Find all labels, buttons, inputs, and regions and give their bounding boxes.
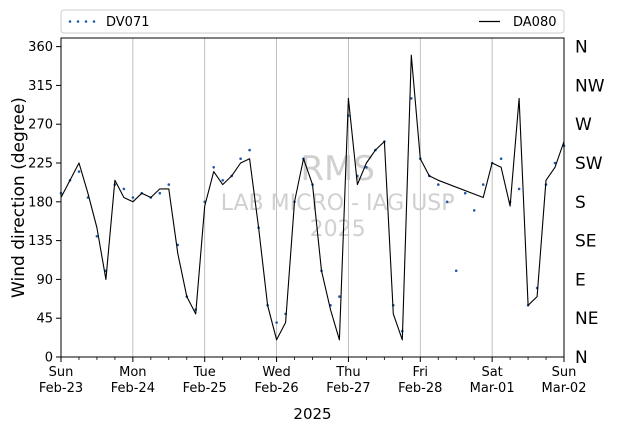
y-tick-label: 270 bbox=[28, 118, 53, 133]
series-line-da080 bbox=[60, 54, 565, 341]
legend-marker-dotted bbox=[68, 20, 72, 23]
data-point-dv071 bbox=[131, 196, 135, 199]
x-tick-label-day: Fri bbox=[413, 365, 429, 380]
watermark-line-2: LAB MICRO - IAG USP bbox=[221, 191, 455, 216]
x-tick-label-day: Sat bbox=[481, 365, 502, 380]
x-axis-title: 2025 bbox=[293, 405, 331, 423]
data-point-dv071 bbox=[338, 295, 341, 298]
data-point-dv071 bbox=[275, 321, 278, 324]
x-tick-label-date: Feb-23 bbox=[39, 381, 83, 396]
data-point-dv071 bbox=[410, 97, 413, 100]
compass-label: NW bbox=[575, 76, 605, 96]
legend-marker-dotted bbox=[84, 20, 88, 23]
x-tick-label-date: Feb-26 bbox=[254, 381, 298, 396]
x-tick-label-date: Feb-27 bbox=[326, 381, 370, 396]
y-tick-label: 360 bbox=[28, 40, 53, 55]
y-tick-label: 135 bbox=[28, 234, 53, 249]
legend-box bbox=[60, 9, 565, 34]
data-point-dv071 bbox=[553, 161, 557, 165]
data-point-dv071 bbox=[122, 187, 126, 191]
data-point-dv071 bbox=[95, 235, 99, 238]
x-tick-label-day: Wed bbox=[262, 365, 290, 380]
x-tick-label-day: Mon bbox=[119, 365, 146, 380]
compass-label: W bbox=[575, 115, 592, 135]
compass-label: NE bbox=[575, 309, 598, 329]
y-tick-label: 45 bbox=[36, 312, 53, 327]
data-point-dv071 bbox=[221, 179, 224, 182]
legend: DV071 DA080 bbox=[60, 9, 565, 34]
compass-label: N bbox=[575, 348, 588, 368]
compass-label: N bbox=[575, 38, 588, 58]
x-tick-label-day: Sun bbox=[49, 365, 74, 380]
legend-label: DA080 bbox=[513, 15, 557, 30]
data-point-dv071 bbox=[445, 200, 449, 204]
data-point-dv071 bbox=[248, 148, 251, 152]
data-point-dv071 bbox=[77, 170, 81, 173]
data-point-dv071 bbox=[437, 183, 440, 186]
data-point-dv071 bbox=[365, 166, 368, 169]
x-tick-label-date: Feb-25 bbox=[183, 381, 227, 396]
data-point-dv071 bbox=[158, 191, 162, 195]
y-tick-label: 225 bbox=[28, 157, 53, 172]
x-tick-label-date: Mar-01 bbox=[470, 381, 515, 396]
data-point-dv071 bbox=[472, 209, 476, 212]
y-tick-label: 315 bbox=[28, 79, 53, 94]
y-axis-title: Wind direction (degree) bbox=[9, 97, 29, 298]
legend-marker-dotted bbox=[76, 20, 80, 23]
data-point-dv071 bbox=[454, 269, 458, 273]
watermark-line-1: RMS bbox=[300, 149, 375, 189]
watermark-line-3: 2025 bbox=[310, 217, 366, 242]
data-point-dv071 bbox=[463, 191, 467, 195]
x-tick-label-day: Tue bbox=[193, 365, 216, 380]
compass-label: E bbox=[575, 270, 586, 290]
x-tick-label-day: Thu bbox=[335, 365, 360, 380]
compass-label: SW bbox=[575, 154, 603, 174]
data-point-dv071 bbox=[481, 183, 485, 186]
data-point-dv071 bbox=[212, 166, 215, 169]
x-tick-label-day: Sun bbox=[552, 365, 577, 380]
legend-marker-dotted bbox=[92, 20, 96, 23]
grid-layer bbox=[132, 38, 493, 357]
data-point-dv071 bbox=[499, 157, 503, 160]
data-point-dv071 bbox=[517, 187, 521, 191]
legend-label: DV071 bbox=[106, 15, 150, 30]
compass-label: SE bbox=[575, 232, 597, 252]
y-tick-label: 180 bbox=[28, 195, 53, 210]
y-tick-label: 0 bbox=[45, 351, 53, 366]
x-tick-label-date: Feb-24 bbox=[111, 381, 155, 396]
series-layer bbox=[59, 54, 566, 341]
y-tick-label: 90 bbox=[36, 273, 53, 288]
axis-layer: SunFeb-23MonFeb-24TueFeb-25WedFeb-26ThuF… bbox=[9, 38, 605, 423]
x-tick-label-date: Mar-02 bbox=[542, 381, 587, 396]
data-point-dv071 bbox=[239, 157, 242, 160]
data-point-dv071 bbox=[167, 183, 171, 186]
x-tick-label-date: Feb-28 bbox=[398, 381, 442, 396]
compass-label: S bbox=[575, 193, 586, 213]
